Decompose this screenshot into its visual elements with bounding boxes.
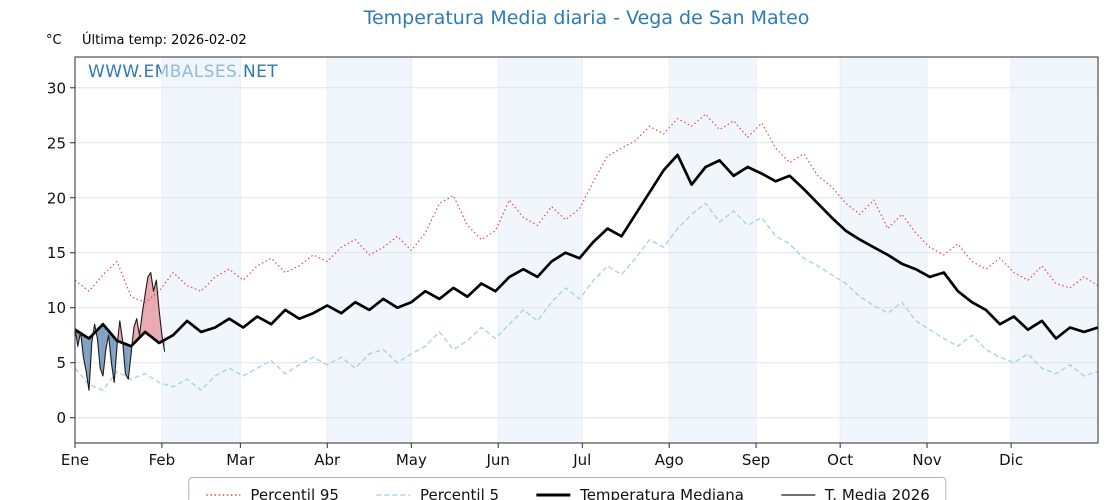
- svg-text:Sep: Sep: [742, 451, 770, 469]
- svg-text:25: 25: [47, 134, 66, 152]
- svg-text:15: 15: [47, 244, 66, 262]
- svg-text:0: 0: [56, 409, 66, 427]
- legend-item-percentil-95: Percentil 95: [205, 486, 339, 500]
- legend-label: T. Media 2026: [824, 486, 930, 500]
- legend-item-percentil-5: Percentil 5: [375, 486, 499, 500]
- y-axis-unit-label: °C: [46, 33, 62, 48]
- svg-text:10: 10: [47, 299, 66, 317]
- svg-text:30: 30: [47, 79, 66, 97]
- legend-label: Percentil 95: [250, 486, 339, 500]
- svg-text:Oct: Oct: [827, 451, 853, 469]
- percentil-95-line-icon: [206, 494, 241, 496]
- legend-item-mediana: Temperatura Mediana: [535, 486, 744, 500]
- svg-text:Nov: Nov: [912, 451, 941, 469]
- svg-text:20: 20: [47, 189, 66, 207]
- percentil-5-line-icon: [375, 494, 410, 496]
- tmedia-2026-line-icon: [780, 494, 815, 496]
- svg-text:Mar: Mar: [226, 451, 255, 469]
- legend-label: Temperatura Mediana: [580, 486, 744, 500]
- svg-text:Ago: Ago: [655, 451, 684, 469]
- legend-label: Percentil 5: [419, 486, 500, 500]
- svg-text:Dic: Dic: [999, 451, 1023, 469]
- legend-item-tmedia-2026: T. Media 2026: [780, 486, 930, 500]
- svg-text:May: May: [396, 451, 427, 469]
- legend: Percentil 95 Percentil 5 Temperatura Med…: [188, 477, 947, 500]
- svg-text:Ene: Ene: [61, 451, 89, 469]
- page-title: Temperatura Media diaria - Vega de San M…: [363, 7, 810, 29]
- svg-text:Jul: Jul: [572, 451, 591, 469]
- svg-text:Jun: Jun: [485, 451, 509, 469]
- svg-text:5: 5: [56, 354, 66, 372]
- svg-text:Feb: Feb: [149, 451, 176, 469]
- last-temp-annotation: Última temp: 2026-02-02: [82, 33, 247, 48]
- mediana-line-icon: [536, 493, 571, 497]
- svg-text:Abr: Abr: [314, 451, 341, 469]
